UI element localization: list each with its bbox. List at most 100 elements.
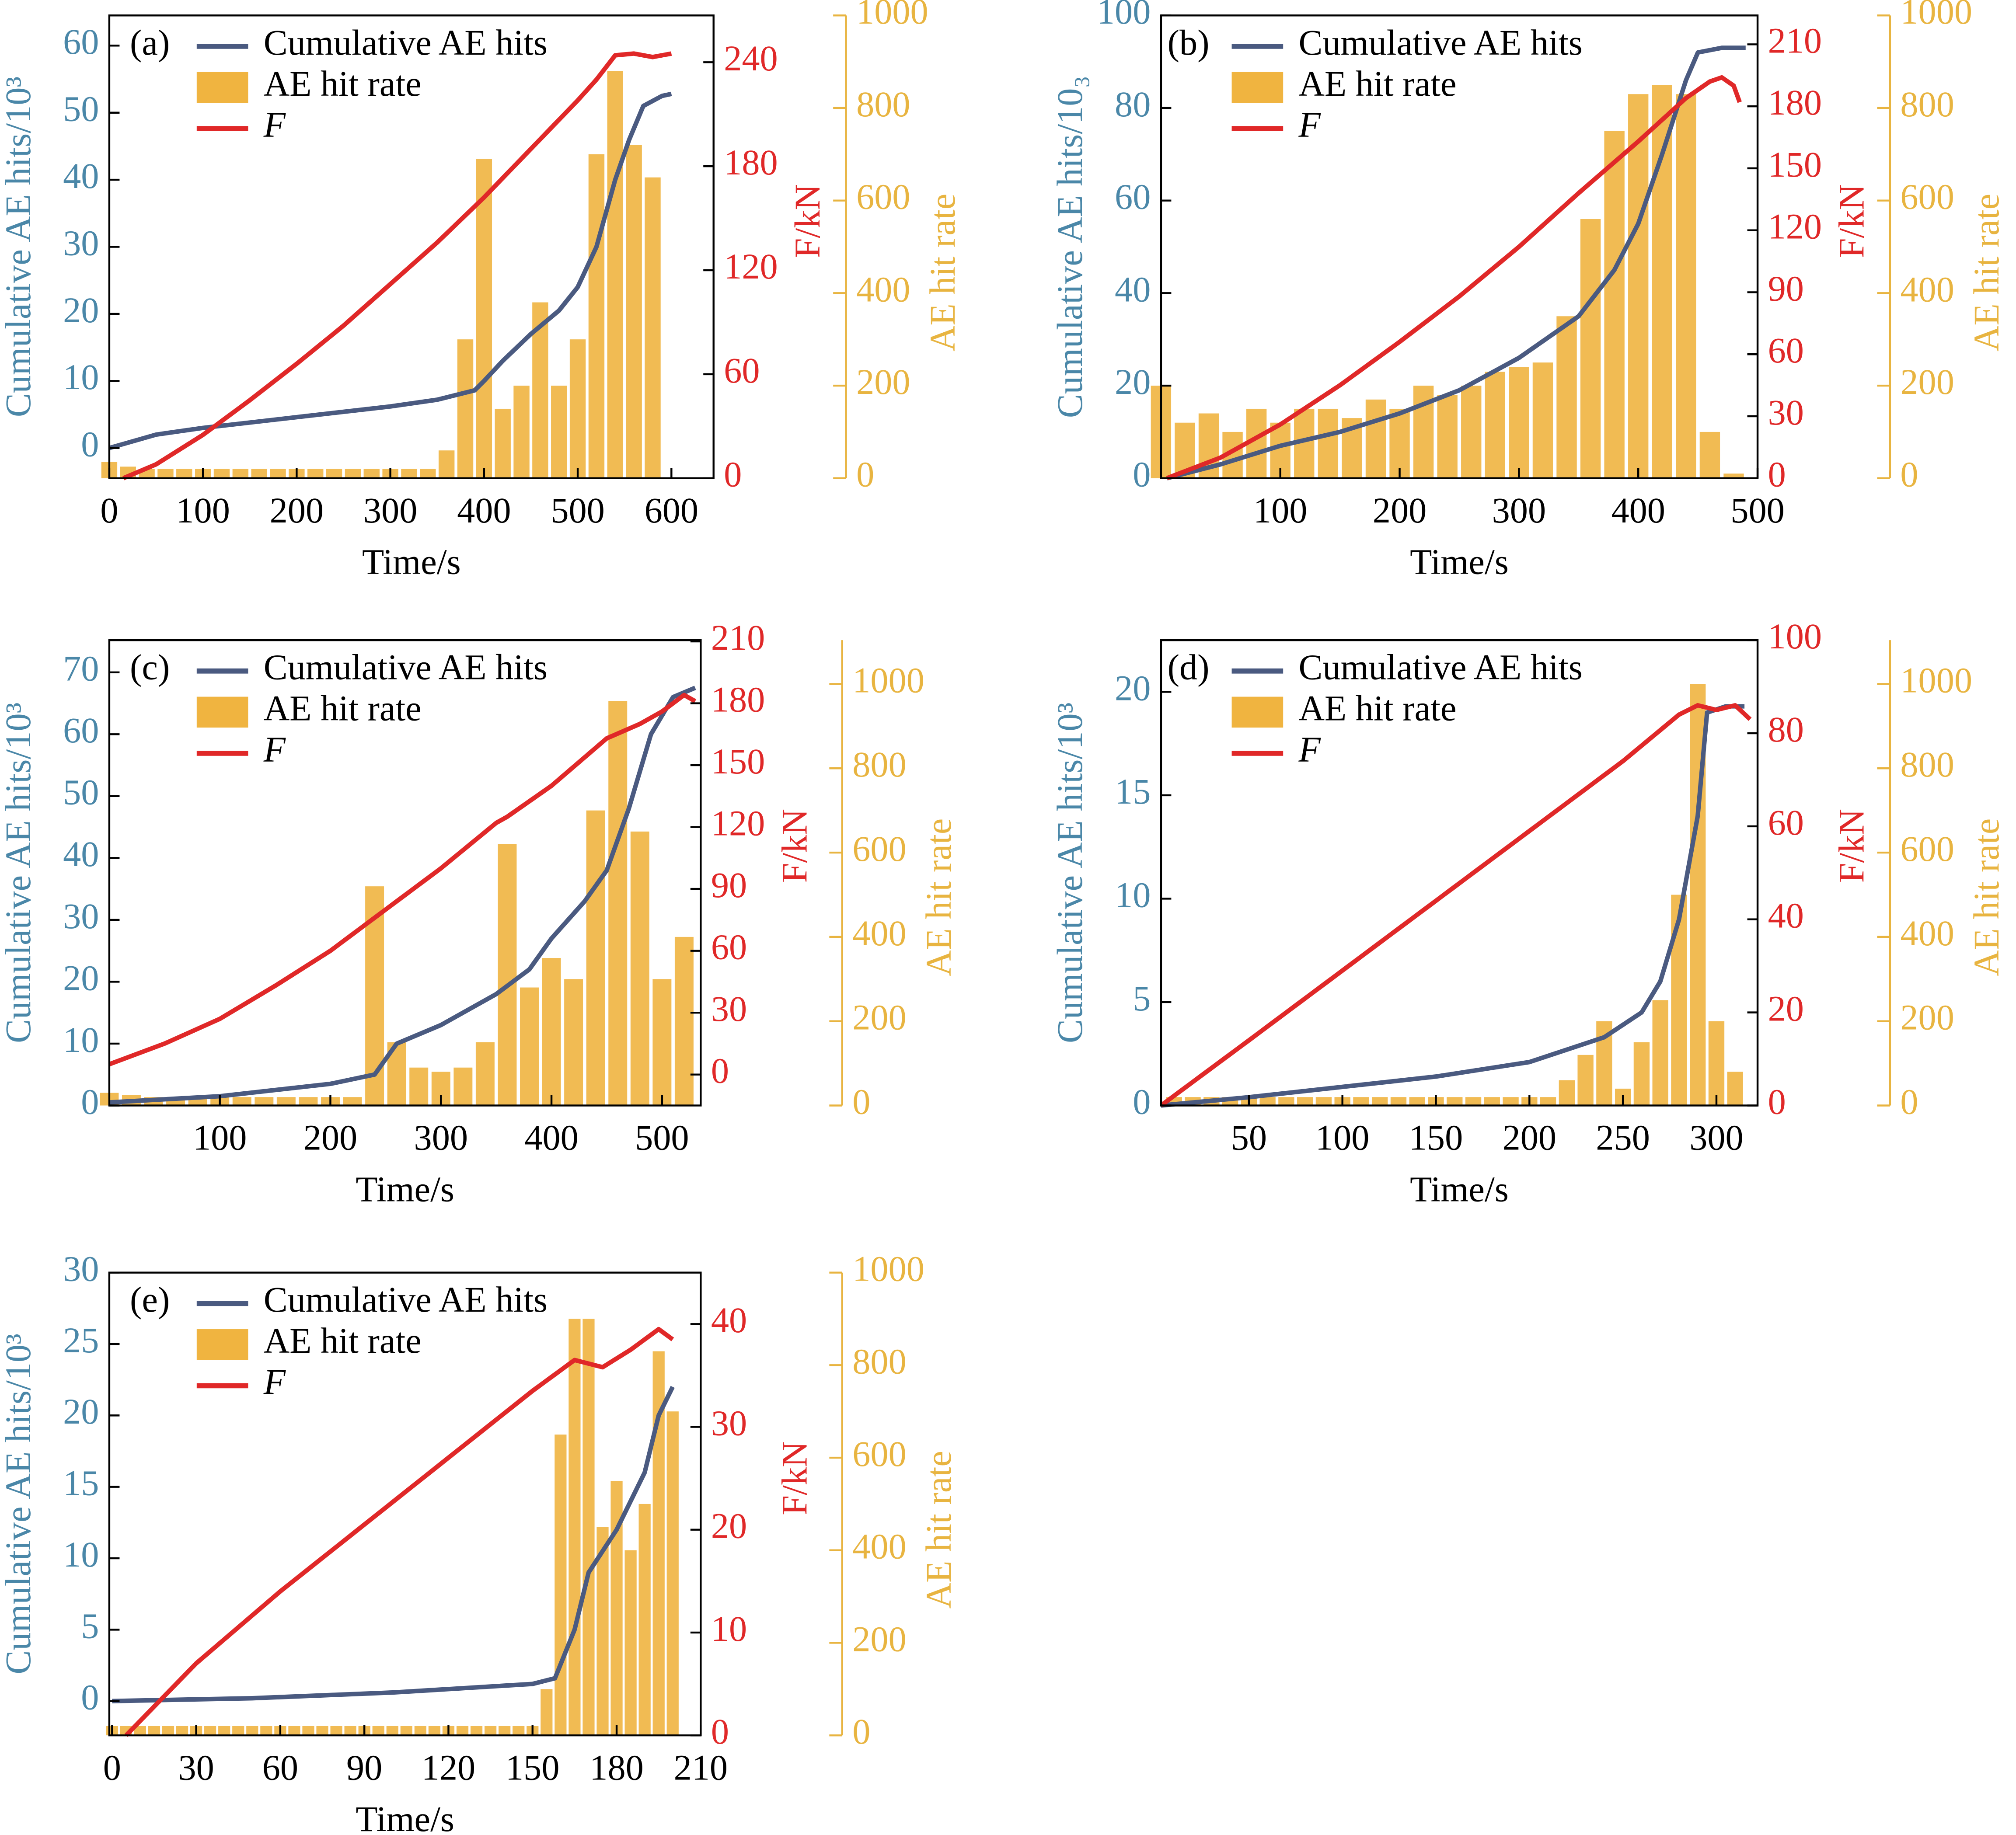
y3-tick-label: 200 [856, 362, 910, 402]
legend-swatch [196, 72, 248, 103]
bar [1559, 1080, 1575, 1106]
y3-tick-label: 1000 [1900, 0, 1972, 31]
x-tick-label: 100 [1253, 491, 1307, 530]
bar [345, 469, 361, 478]
bar [232, 469, 249, 478]
bar [588, 154, 605, 478]
y-tick-label: 40 [63, 834, 99, 874]
legend-label: Cumulative AE hits [1298, 23, 1582, 63]
bar [1278, 1097, 1294, 1106]
y2-tick-label: 180 [711, 679, 765, 719]
bar [428, 1726, 441, 1736]
bar [645, 177, 661, 478]
bar [1465, 1097, 1482, 1106]
y2-tick-label: 30 [711, 1403, 747, 1443]
y3-tick-label: 1000 [852, 1249, 924, 1289]
bar [1365, 399, 1386, 478]
y3-tick-label: 400 [856, 269, 910, 309]
y-tick-label: 25 [63, 1320, 99, 1360]
bar [420, 469, 436, 478]
x-tick-label: 200 [270, 491, 324, 530]
y2-tick-label: 0 [711, 1051, 729, 1091]
bar [1556, 316, 1577, 478]
y-axis-title: Cumulative AE hits/10³ [0, 703, 38, 1043]
y2-tick-label: 30 [711, 989, 747, 1029]
y2-tick-label: 210 [1768, 21, 1822, 60]
bar [1633, 1042, 1650, 1106]
y2-tick-label: 180 [724, 143, 778, 182]
x-tick-label: 100 [1315, 1118, 1369, 1158]
bar [316, 1726, 328, 1736]
bar [495, 408, 511, 478]
legend-label: Cumulative AE hits [264, 648, 548, 687]
bar [475, 1042, 495, 1106]
bar [1447, 1097, 1463, 1106]
panel: 100 200 300 400 500 0 10 20 30 40 50 60 70 0 30 60 90 120… [0, 618, 959, 1209]
panel: 0 30 60 90 120 150 180 210051015202530010203040… [0, 1249, 959, 1835]
plot-frame [1160, 639, 1759, 1107]
x-tick-label: 200 [1503, 1118, 1556, 1158]
legend-label: AE hit rate [1298, 689, 1456, 728]
y3-axis-title: AE hit rate [1967, 194, 2006, 352]
y-tick-label: 5 [1133, 978, 1151, 1018]
y2-tick-label: 20 [1768, 989, 1804, 1029]
bar [1708, 1021, 1725, 1106]
bar [288, 1726, 300, 1736]
y3-axis-title: AE hit rate [919, 818, 959, 976]
bar [1437, 395, 1458, 478]
y2-tick-label: 90 [711, 865, 747, 905]
x-tick-label: 90 [346, 1748, 382, 1787]
y2-tick-label: 0 [724, 455, 742, 494]
x-tick-label: 250 [1596, 1118, 1650, 1158]
bar [157, 469, 174, 478]
y2-tick-label: 20 [711, 1506, 747, 1546]
y-tick-label: 60 [63, 22, 99, 62]
bar [401, 469, 417, 478]
legend-label: F [263, 1362, 286, 1402]
bar [251, 469, 267, 478]
bar [569, 339, 586, 478]
line [1166, 75, 1742, 481]
bar [596, 1527, 609, 1736]
y-tick-label: 15 [1115, 772, 1151, 811]
y2-tick-label: 90 [1768, 268, 1804, 308]
x-tick-label: 120 [422, 1748, 475, 1787]
line [108, 693, 697, 1066]
legend-label: F [1298, 105, 1321, 145]
bar [582, 1319, 595, 1736]
x-tick-label: 180 [589, 1748, 643, 1787]
y3-tick-label: 200 [1900, 998, 1954, 1038]
line [112, 1386, 675, 1703]
bar [1485, 372, 1506, 478]
bar [569, 1319, 581, 1736]
bar [372, 1726, 384, 1736]
y2-axis-title: F/kN [1831, 809, 1871, 883]
bar [484, 1726, 497, 1736]
y-tick-label: 5 [81, 1606, 99, 1646]
y3-tick-label: 600 [852, 1434, 906, 1474]
y-tick-label: 0 [81, 1082, 99, 1121]
legend-label: AE hit rate [264, 1321, 422, 1361]
y-axis-title: Cumulative AE hits/10³ [1050, 703, 1090, 1043]
bar [1390, 1097, 1407, 1106]
y3-tick-label: 600 [1900, 177, 1954, 217]
line [108, 91, 672, 450]
y3-tick-label: 800 [852, 1341, 906, 1381]
bar [476, 159, 492, 478]
y2-tick-label: 60 [1768, 803, 1804, 843]
y2-tick-label: 0 [1768, 455, 1786, 494]
bar [299, 1097, 318, 1106]
y-tick-label: 30 [63, 1249, 99, 1289]
y3-tick-label: 400 [852, 1527, 906, 1567]
y3-tick-label: 0 [1900, 455, 1918, 494]
legend-swatch [196, 1329, 248, 1360]
legend-swatch [1231, 72, 1284, 103]
panel-label: (b) [1168, 23, 1210, 63]
legend-label: Cumulative AE hits [1298, 648, 1582, 687]
x-tick-label: 210 [674, 1748, 728, 1787]
x-tick-label: 0 [103, 1748, 121, 1787]
bar [652, 979, 672, 1106]
bar [457, 339, 474, 478]
bar [1532, 362, 1553, 478]
legend-label: F [1298, 730, 1321, 770]
